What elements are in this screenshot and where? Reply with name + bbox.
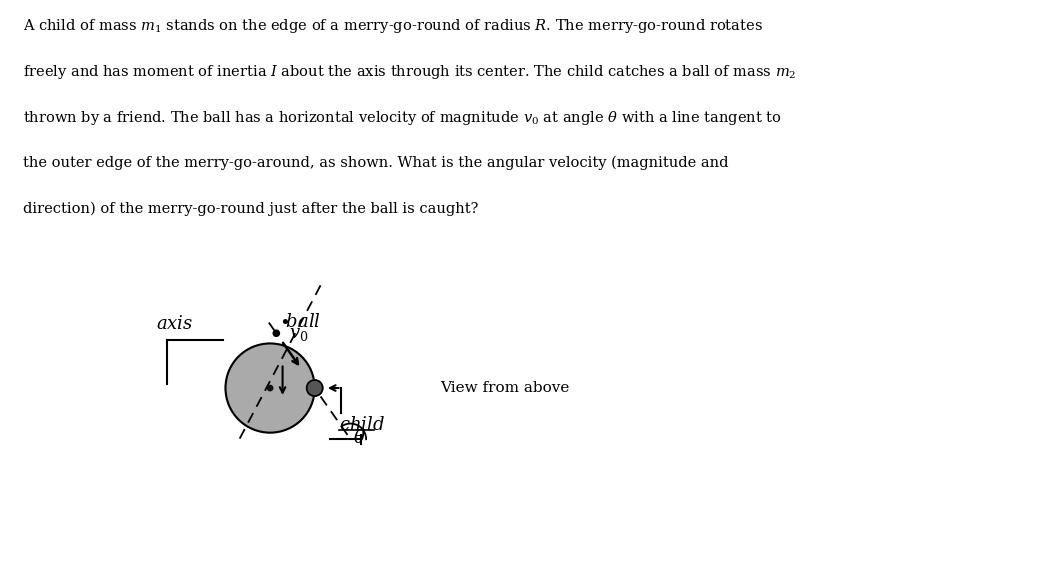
Text: thrown by a friend. The ball has a horizontal velocity of magnitude $v_0$ at ang: thrown by a friend. The ball has a horiz… — [23, 109, 782, 127]
Circle shape — [267, 386, 273, 391]
Text: View from above: View from above — [440, 381, 570, 395]
Text: $child$: $child$ — [339, 416, 385, 434]
Circle shape — [307, 380, 322, 396]
Text: $axis$: $axis$ — [156, 315, 194, 333]
Text: freely and has moment of inertia $I$ about the axis through its center. The chil: freely and has moment of inertia $I$ abo… — [23, 63, 797, 81]
Text: direction) of the merry-go-round just after the ball is caught?: direction) of the merry-go-round just af… — [23, 201, 478, 216]
Text: $\bullet\!\mathit{ball}$: $\bullet\!\mathit{ball}$ — [280, 313, 320, 331]
Text: $v_0$: $v_0$ — [289, 325, 309, 343]
Text: $\theta$: $\theta$ — [353, 429, 365, 447]
Text: A child of mass $m_1$ stands on the edge of a merry-go-round of radius $R$. The : A child of mass $m_1$ stands on the edge… — [23, 17, 763, 35]
Text: the outer edge of the merry-go-around, as shown. What is the angular velocity (m: the outer edge of the merry-go-around, a… — [23, 155, 729, 170]
Circle shape — [225, 343, 315, 433]
Circle shape — [273, 330, 280, 337]
